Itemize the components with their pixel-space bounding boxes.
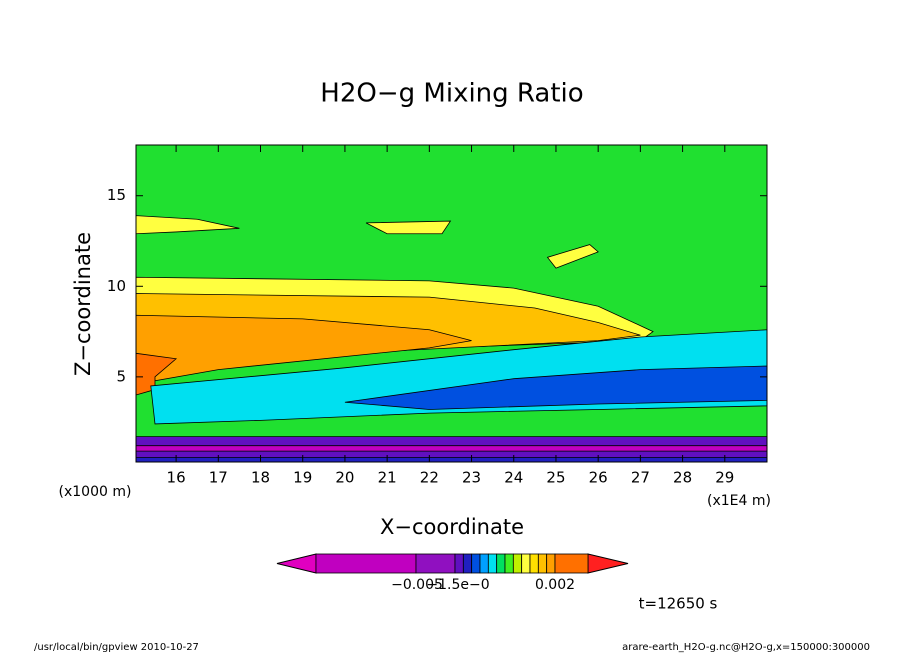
colorbar-segment	[546, 553, 556, 574]
colorbar-segment	[471, 553, 481, 574]
x-tick-label: 16	[167, 469, 186, 487]
x-tick-label: 24	[504, 469, 523, 487]
x-unit: (x1E4 m)	[707, 493, 771, 509]
y-axis-label: Z−coordinate	[71, 232, 95, 376]
chart-title: H2O−g Mixing Ratio	[320, 79, 583, 109]
colorbar-label: −1.5e−0	[426, 577, 489, 593]
contour-fill	[135, 457, 768, 463]
colorbar-segment	[512, 553, 523, 574]
colorbar-segment	[479, 553, 489, 574]
colorbar-segment	[496, 553, 506, 574]
x-tick-label: 29	[715, 469, 734, 487]
x-tick-label: 22	[420, 469, 439, 487]
colorbar-segment	[315, 553, 417, 574]
x-tick-label: 26	[589, 469, 608, 487]
colorbar-segment	[529, 553, 539, 574]
x-tick-label: 28	[673, 469, 692, 487]
x-axis-label: X−coordinate	[380, 515, 524, 539]
time-label: t=12650 s	[639, 595, 718, 613]
colorbar-segment	[504, 553, 514, 574]
x-tick-label: 23	[462, 469, 481, 487]
y-tick-label: 5	[116, 367, 126, 385]
x-tick-label: 27	[631, 469, 650, 487]
colorbar-label: 0.002	[535, 577, 575, 593]
y-tick-label: 15	[107, 186, 126, 204]
x-tick-label: 20	[335, 469, 354, 487]
colorbar-segment	[487, 553, 498, 574]
x-tick-label: 17	[209, 469, 228, 487]
x-tick-label: 25	[546, 469, 565, 487]
plot-frame	[135, 144, 768, 463]
x-tick-label: 21	[378, 469, 397, 487]
footer-right: arare-earth_H2O-g.nc@H2O-g,x=150000:3000…	[622, 642, 870, 653]
colorbar-segment	[537, 553, 548, 574]
contour-fill	[546, 244, 599, 269]
x-tick-label: 18	[251, 469, 270, 487]
y-tick-label: 10	[107, 277, 126, 295]
colorbar-segment	[462, 553, 473, 574]
x-tick-label: 19	[293, 469, 312, 487]
colorbar-segment	[415, 553, 456, 574]
colorbar-label: −0.005	[391, 577, 443, 593]
contour-fill	[135, 445, 768, 452]
colorbar-segment	[554, 553, 589, 574]
y-unit: (x1000 m)	[59, 484, 132, 500]
footer-left: /usr/local/bin/gpview 2010-10-27	[34, 642, 199, 653]
colorbar-segment	[454, 553, 464, 574]
contour-fill	[365, 220, 452, 235]
colorbar-segment	[521, 553, 531, 574]
